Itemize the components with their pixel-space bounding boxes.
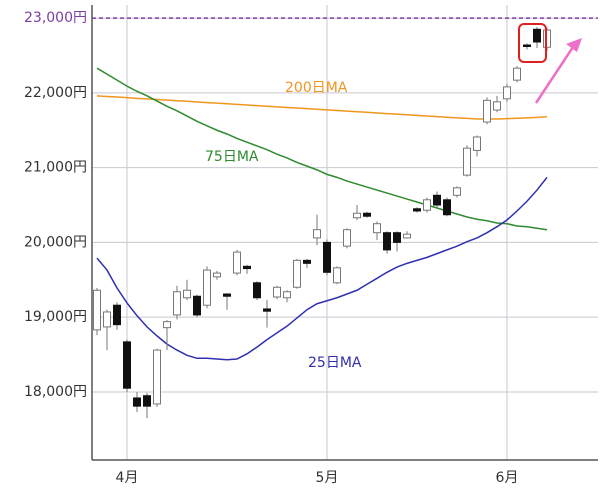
candle-body bbox=[523, 44, 531, 48]
candle-body bbox=[413, 208, 421, 212]
candle-body bbox=[263, 308, 271, 312]
candle-body bbox=[133, 397, 141, 407]
y-tick-label: 23,000円 bbox=[24, 10, 87, 26]
candle-body bbox=[143, 395, 151, 407]
candle-body bbox=[103, 311, 111, 328]
candle-body bbox=[503, 86, 511, 100]
candle-body bbox=[323, 241, 331, 273]
candle-body bbox=[393, 232, 401, 243]
candle-body bbox=[533, 28, 541, 43]
y-tick-label: 18,000円 bbox=[24, 384, 87, 400]
candle-body bbox=[173, 291, 181, 316]
ma-line bbox=[96, 67, 548, 231]
candle-body bbox=[363, 212, 371, 217]
y-tick-label: 20,000円 bbox=[24, 234, 87, 250]
candle-body bbox=[183, 289, 191, 299]
candle-body bbox=[463, 147, 471, 176]
candle-body bbox=[213, 272, 221, 278]
candle-body bbox=[193, 295, 201, 316]
y-tick-label: 21,000円 bbox=[24, 160, 87, 176]
candle-body bbox=[423, 199, 431, 211]
candle-body bbox=[453, 187, 461, 196]
candle-body bbox=[303, 259, 311, 264]
candle-body bbox=[243, 265, 251, 270]
candle-body bbox=[203, 269, 211, 306]
candle-body bbox=[383, 232, 391, 251]
y-tick-label: 22,000円 bbox=[24, 85, 87, 101]
ma-line bbox=[96, 95, 548, 120]
candle-body bbox=[483, 99, 491, 123]
candle-body bbox=[343, 229, 351, 247]
candle-body bbox=[443, 199, 451, 216]
x-tick-label: 6月 bbox=[496, 470, 519, 486]
candle-body bbox=[333, 267, 341, 284]
candle-body bbox=[153, 349, 161, 405]
candle-body bbox=[223, 293, 231, 297]
candle-body bbox=[273, 286, 281, 298]
highlight-box bbox=[518, 23, 547, 63]
candle-body bbox=[123, 341, 131, 389]
candle-body bbox=[373, 223, 381, 234]
trend-arrow bbox=[534, 43, 577, 104]
candle-body bbox=[253, 282, 261, 299]
candle-body bbox=[93, 289, 101, 331]
candle-body bbox=[513, 67, 521, 81]
arrow-head bbox=[566, 38, 582, 52]
x-tick-label: 4月 bbox=[116, 470, 139, 486]
ma-line bbox=[96, 176, 548, 361]
candle-body bbox=[113, 304, 121, 326]
series-label: 25日MA bbox=[308, 355, 362, 371]
candle-body bbox=[493, 101, 501, 111]
candle-body bbox=[473, 136, 481, 151]
candle-body bbox=[163, 321, 171, 329]
candle-body bbox=[293, 259, 301, 288]
candle-body bbox=[353, 212, 361, 219]
candle-body bbox=[433, 194, 441, 206]
candle-body bbox=[233, 251, 241, 274]
candle-body bbox=[313, 229, 321, 239]
candle-body bbox=[403, 233, 411, 239]
y-tick-label: 19,000円 bbox=[24, 309, 87, 325]
series-label: 200日MA bbox=[285, 80, 348, 96]
candle-body bbox=[283, 291, 291, 299]
x-tick-label: 5月 bbox=[316, 470, 339, 486]
series-label: 75日MA bbox=[205, 149, 259, 165]
